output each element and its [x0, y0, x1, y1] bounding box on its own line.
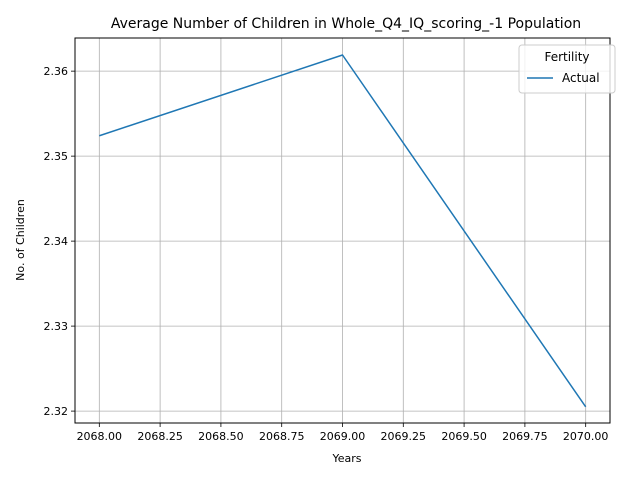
legend-label-actual: Actual: [562, 71, 600, 85]
legend: Fertility Actual: [518, 44, 616, 94]
x-axis-ticks: 2068.00 2068.25 2068.50 2068.75 2069.00 2069.…: [77, 423, 609, 443]
x-tick-label: 2069.25: [381, 430, 427, 443]
x-axis-label: Years: [331, 452, 361, 465]
y-tick-label: 2.36: [44, 65, 69, 78]
x-tick-label: 2068.25: [137, 430, 183, 443]
chart-title: Average Number of Children in Whole_Q4_I…: [111, 16, 581, 32]
legend-box: [518, 44, 616, 94]
x-tick-label: 2068.00: [77, 430, 123, 443]
series-layer: [99, 54, 587, 408]
y-axis-ticks: 2.32 2.33 2.34 2.35 2.36: [44, 65, 75, 418]
y-axis-label: No. of Children: [14, 199, 27, 281]
y-tick-label: 2.34: [44, 235, 69, 248]
y-tick-label: 2.35: [44, 150, 69, 163]
x-tick-label: 2068.75: [259, 430, 305, 443]
x-tick-label: 2069.00: [320, 430, 366, 443]
x-tick-label: 2069.75: [502, 430, 548, 443]
series-line-actual: [99, 54, 587, 408]
y-tick-label: 2.33: [44, 320, 69, 333]
y-tick-label: 2.32: [44, 405, 69, 418]
x-tick-label: 2068.50: [198, 430, 244, 443]
x-tick-label: 2070.00: [563, 430, 609, 443]
legend-title: Fertility: [544, 50, 589, 64]
x-tick-label: 2069.50: [441, 430, 487, 443]
grid-lines: [75, 38, 610, 423]
